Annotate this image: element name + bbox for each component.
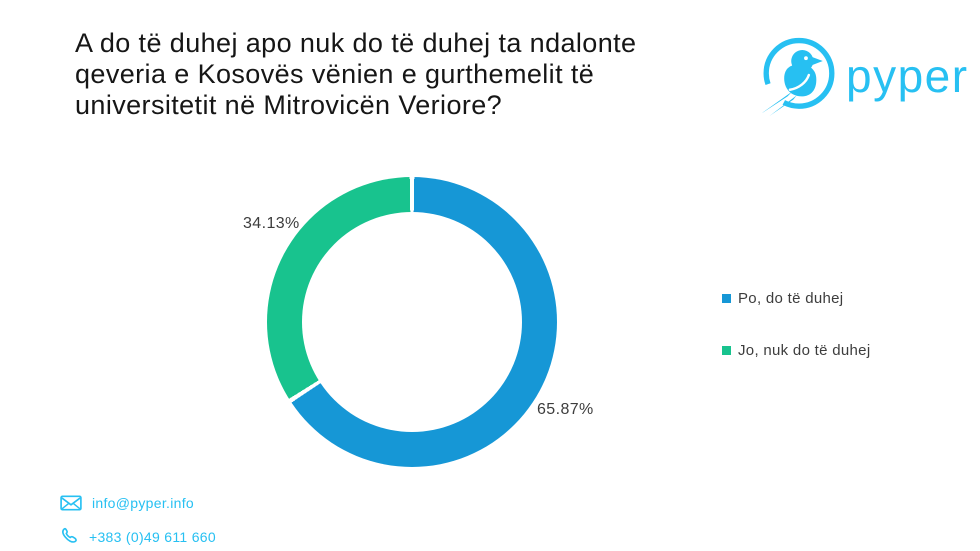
question-title-line-3: universitetit në Mitrovicën Veriore? [75,90,503,120]
contact-email-row: info@pyper.info [60,495,194,511]
donut-hole [302,212,522,432]
email-icon [60,495,82,511]
legend-marker [722,345,731,355]
question-title-line-2: qeveria e Kosovës vënien e gurthemelit t… [75,59,595,89]
pyper-logo: pyper [758,34,969,116]
legend-label: Jo, nuk do të duhej [738,341,871,359]
donut-chart [267,177,557,467]
question-title-line-1: A do të duhej apo nuk do të duhej ta nda… [75,28,637,58]
legend-item-yes: Po, do të duhej [722,289,870,307]
value-label-no: 34.13% [243,215,300,232]
question-title: A do të duhej apo nuk do të duhej ta nda… [75,28,775,121]
contact-email: info@pyper.info [92,495,194,511]
legend-item-no: Jo, nuk do të duhej [722,341,870,359]
legend-label: Po, do të duhej [738,289,844,307]
chart-legend: Po, do të duhej Jo, nuk do të duhej [722,289,870,393]
value-label-yes: 65.87% [537,401,594,418]
pyper-logo-text: pyper [846,50,969,102]
contact-phone: +383 (0)49 611 660 [89,528,216,545]
pyper-bird-icon [761,37,835,116]
phone-icon [62,527,77,543]
contact-phone-row: +383 (0)49 611 660 [60,527,216,546]
legend-marker [722,293,731,303]
